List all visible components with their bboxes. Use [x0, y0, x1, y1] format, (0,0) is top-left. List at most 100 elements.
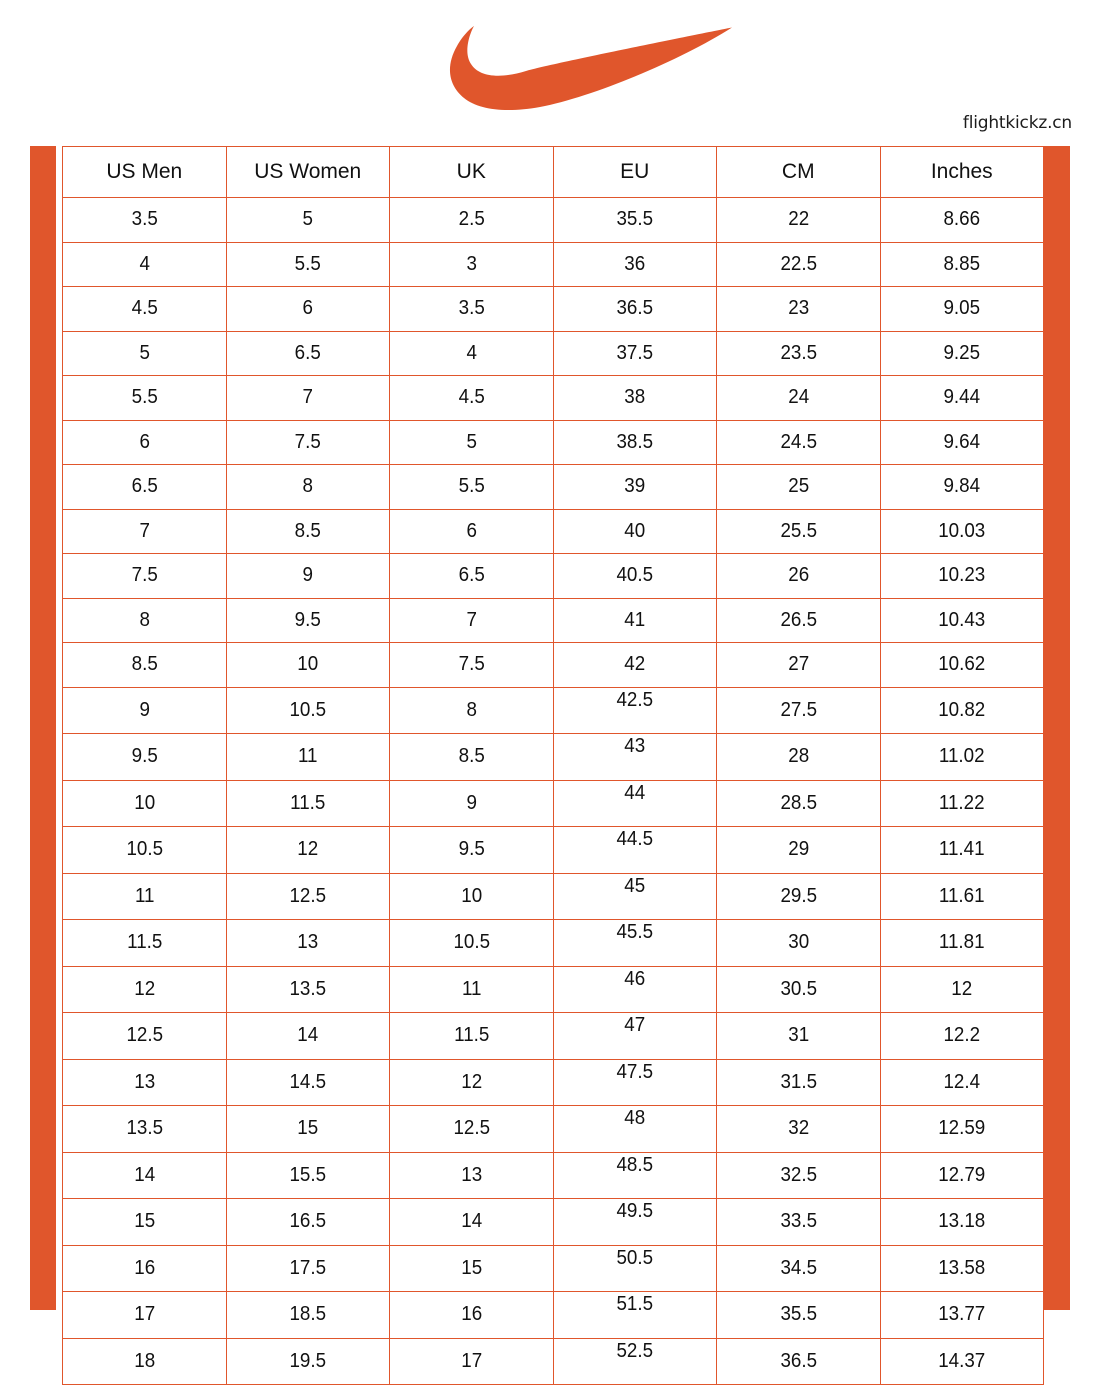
table-cell: 12.4 — [884, 1058, 1040, 1106]
table-cell: 11.02 — [884, 733, 1040, 781]
table-cell: 12.59 — [884, 1105, 1040, 1153]
table-cell: 5 — [230, 197, 386, 243]
table-cell: 15 — [230, 1105, 386, 1153]
table-cell: 30.5 — [720, 965, 876, 1013]
table-body: 3.5 5 2.5 35.5 22 8.66 4 5.5 3 36 22.5 8.85 4.5 6 3.5 3… — [63, 197, 1044, 1385]
table-cell: 4.5 — [393, 375, 549, 421]
table-cell: 28.5 — [720, 779, 876, 827]
table-cell: 7.5 — [66, 553, 222, 599]
table-cell: 29 — [720, 826, 876, 874]
table-cell: 14.37 — [884, 1337, 1040, 1385]
table-cell: 6 — [393, 508, 549, 554]
table-cell: 11.5 — [230, 779, 386, 827]
column-header: UK — [389, 146, 554, 198]
table-row: 5.5 7 4.5 38 24 9.44 — [63, 375, 1044, 421]
table-row: 16 17.5 15 50.5 34.5 13.58 — [63, 1244, 1044, 1292]
table-cell: 42.5 — [557, 686, 713, 734]
table-cell: 6.5 — [66, 464, 222, 510]
table-cell: 11.41 — [884, 826, 1040, 874]
table-cell: 10.5 — [230, 686, 386, 734]
table-cell: 13 — [66, 1058, 222, 1106]
table-cell: 13.18 — [884, 1198, 1040, 1246]
table-row: 6 7.5 5 38.5 24.5 9.64 — [63, 419, 1044, 465]
table-cell: 8.5 — [66, 642, 222, 688]
column-header: EU — [552, 146, 717, 198]
table-cell: 12.2 — [884, 1012, 1040, 1060]
table-cell: 8.5 — [393, 733, 549, 781]
table-cell: 10.62 — [884, 642, 1040, 688]
size-conversion-table: US Men US Women UK EU CM Inches 3.5 5 2.5 35.5 22… — [62, 146, 1044, 1385]
column-header: CM — [716, 146, 881, 198]
table-row: 15 16.5 14 49.5 33.5 13.18 — [63, 1198, 1044, 1246]
table-cell: 22 — [720, 197, 876, 243]
table-cell: 13.58 — [884, 1244, 1040, 1292]
table-row: 9 10.5 8 42.5 27.5 10.82 — [63, 686, 1044, 734]
table-cell: 16 — [66, 1244, 222, 1292]
table-cell: 33.5 — [720, 1198, 876, 1246]
table-row: 11 12.5 10 45 29.5 11.61 — [63, 872, 1044, 920]
table-cell: 5 — [393, 419, 549, 465]
table-cell: 36 — [557, 241, 713, 287]
table-row: 12.5 14 11.5 47 31 12.2 — [63, 1012, 1044, 1060]
table-cell: 5.5 — [66, 375, 222, 421]
table-cell: 9.44 — [884, 375, 1040, 421]
table-row: 13.5 15 12.5 48 32 12.59 — [63, 1105, 1044, 1153]
table-row: 6.5 8 5.5 39 25 9.84 — [63, 464, 1044, 510]
table-cell: 6 — [230, 286, 386, 332]
table-cell: 46 — [557, 965, 713, 1013]
table-cell: 18 — [66, 1337, 222, 1385]
table-cell: 13.5 — [66, 1105, 222, 1153]
column-header: US Women — [225, 146, 390, 198]
table-cell: 14 — [66, 1151, 222, 1199]
table-cell: 35.5 — [557, 197, 713, 243]
table-cell: 12.79 — [884, 1151, 1040, 1199]
table-cell: 8 — [230, 464, 386, 510]
table-cell: 7.5 — [230, 419, 386, 465]
table-cell: 26.5 — [720, 597, 876, 643]
table-cell: 10.5 — [393, 919, 549, 967]
column-header: US Men — [62, 146, 227, 198]
table-cell: 7 — [230, 375, 386, 421]
table-cell: 44.5 — [557, 826, 713, 874]
table-cell: 10.23 — [884, 553, 1040, 599]
left-accent-bar — [30, 146, 56, 1310]
table-row: 10.5 12 9.5 44.5 29 11.41 — [63, 826, 1044, 874]
table-cell: 28 — [720, 733, 876, 781]
size-chart-table-container: US Men US Women UK EU CM Inches 3.5 5 2.5 35.5 22… — [62, 146, 1044, 1385]
table-cell: 9.25 — [884, 330, 1040, 376]
table-cell: 15 — [393, 1244, 549, 1292]
table-cell: 6.5 — [230, 330, 386, 376]
table-cell: 3.5 — [393, 286, 549, 332]
table-cell: 3 — [393, 241, 549, 287]
table-cell: 17.5 — [230, 1244, 386, 1292]
table-cell: 40.5 — [557, 553, 713, 599]
table-cell: 2.5 — [393, 197, 549, 243]
table-cell: 10 — [230, 642, 386, 688]
table-row: 8.5 10 7.5 42 27 10.62 — [63, 642, 1044, 688]
table-cell: 16 — [393, 1291, 549, 1339]
table-row: 4.5 6 3.5 36.5 23 9.05 — [63, 286, 1044, 332]
table-cell: 36.5 — [557, 286, 713, 332]
table-cell: 9.5 — [230, 597, 386, 643]
table-cell: 14.5 — [230, 1058, 386, 1106]
table-cell: 50.5 — [557, 1244, 713, 1292]
table-cell: 52.5 — [557, 1337, 713, 1385]
table-row: 17 18.5 16 51.5 35.5 13.77 — [63, 1291, 1044, 1339]
table-cell: 9.84 — [884, 464, 1040, 510]
table-cell: 15 — [66, 1198, 222, 1246]
table-cell: 11 — [393, 965, 549, 1013]
table-cell: 9.5 — [393, 826, 549, 874]
table-cell: 32.5 — [720, 1151, 876, 1199]
size-chart-page: flightkickz.cn US Men US Women UK EU CM Inche… — [30, 26, 1073, 1385]
table-cell: 47.5 — [557, 1058, 713, 1106]
table-cell: 9.64 — [884, 419, 1040, 465]
table-cell: 45 — [557, 872, 713, 920]
table-cell: 11.5 — [66, 919, 222, 967]
table-cell: 19.5 — [230, 1337, 386, 1385]
table-cell: 18.5 — [230, 1291, 386, 1339]
table-cell: 12.5 — [230, 872, 386, 920]
table-cell: 9 — [66, 686, 222, 734]
table-cell: 6 — [66, 419, 222, 465]
table-cell: 27 — [720, 642, 876, 688]
table-cell: 15.5 — [230, 1151, 386, 1199]
